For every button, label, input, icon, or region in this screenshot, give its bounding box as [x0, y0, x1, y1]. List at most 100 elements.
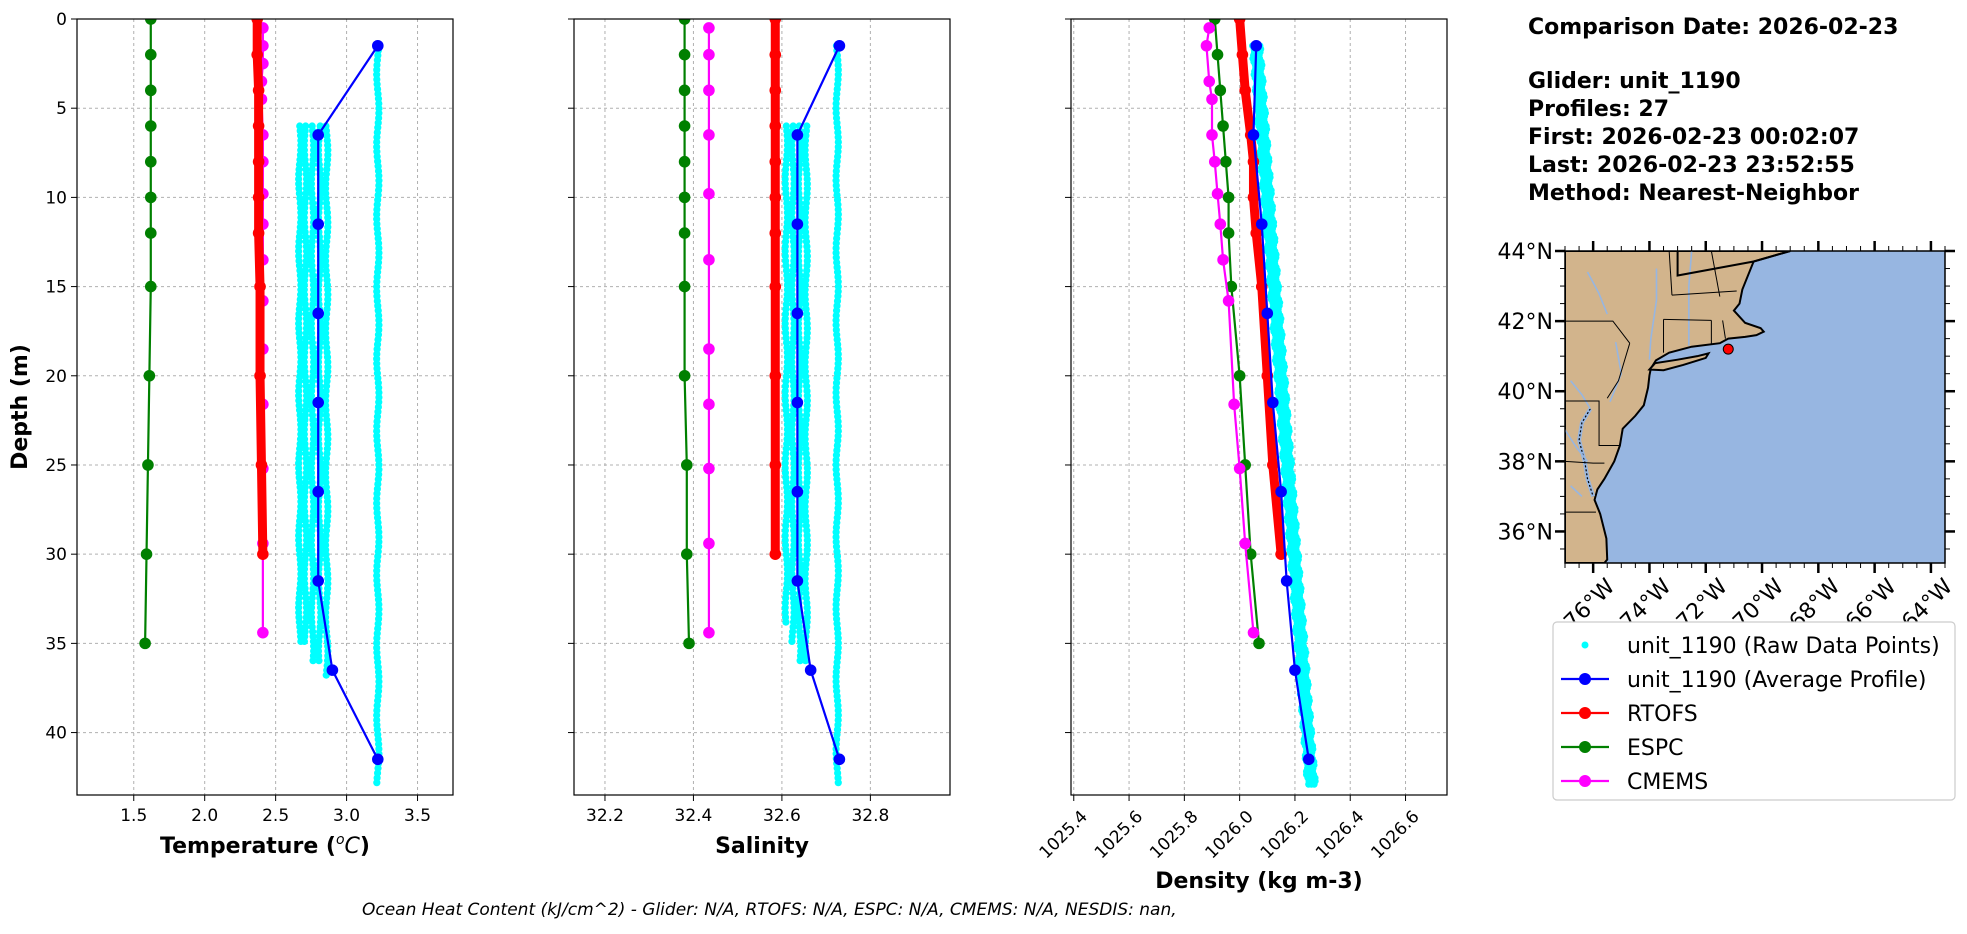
series-point	[791, 307, 804, 320]
series-point	[791, 396, 804, 409]
series-point	[1253, 637, 1265, 650]
raw-data-points	[295, 42, 383, 787]
series-point	[1220, 155, 1232, 168]
raw-point	[801, 657, 810, 665]
x-tick-label: 1026.4	[1312, 807, 1368, 863]
series-point	[678, 369, 691, 382]
series-line	[144, 19, 152, 645]
profile-panel-3: 1025.4 1025.6 1025.8 1026.0 1026.2 1026.4 1026…	[1036, 18, 1448, 894]
raw-point	[834, 779, 842, 787]
series-line	[1213, 19, 1261, 645]
river	[1688, 251, 1693, 346]
x-tick-label: 32.6	[763, 806, 801, 826]
series-point	[703, 398, 715, 411]
series-point	[1228, 398, 1240, 411]
series-point	[1200, 39, 1213, 52]
series-point	[144, 155, 157, 168]
raw-point	[788, 637, 796, 646]
profile-count: Profiles: 27	[1528, 97, 1670, 122]
series-point	[1289, 664, 1301, 676]
y-tick-label: 0	[56, 10, 67, 30]
series-point	[144, 84, 157, 97]
series-point	[144, 227, 157, 239]
series-point	[1217, 120, 1229, 132]
profile-panel-1: 1.5 2.0 2.5 3.0 3.5 0 5 10 15 20 25 30 35 40 Temperatu…	[8, 10, 454, 859]
state-border	[1663, 318, 1712, 321]
series-point	[769, 19, 782, 25]
series-point	[1244, 548, 1257, 560]
legend-label: ESPC	[1627, 736, 1684, 761]
last-profile-time: Last: 2026-02-23 23:52:55	[1528, 153, 1855, 178]
legend-entry: ESPC	[1561, 736, 1684, 761]
raw-data-points	[1249, 42, 1319, 788]
series-point	[144, 19, 157, 25]
series-point	[1208, 155, 1221, 168]
x-tick-label: 2.0	[191, 806, 218, 826]
plot-area	[1200, 19, 1319, 788]
series-point	[251, 19, 263, 25]
x-tick-label: 1.5	[120, 806, 147, 826]
series-point	[251, 48, 263, 61]
series-point	[254, 280, 266, 293]
series-point	[1267, 396, 1279, 409]
series-point	[703, 537, 715, 550]
series-point	[144, 280, 157, 293]
legend-entry: unit_1190 (Raw Data Points)	[1581, 634, 1940, 659]
series-point	[254, 369, 266, 382]
axes-frame	[573, 18, 951, 796]
river	[1570, 380, 1592, 410]
x-tick-label: 2.5	[262, 806, 289, 826]
legend-entry: unit_1190 (Average Profile)	[1561, 668, 1927, 693]
series-point	[312, 129, 325, 141]
series-point	[703, 626, 715, 639]
state-border	[1722, 320, 1726, 339]
series-espc	[678, 19, 695, 650]
series-point	[678, 227, 691, 239]
series-point	[703, 48, 715, 61]
raw-point	[782, 618, 790, 626]
glider-location-marker	[1722, 343, 1734, 355]
legend-entry: RTOFS	[1561, 702, 1698, 727]
series-point	[678, 84, 691, 97]
river	[1586, 271, 1608, 315]
series-point	[1267, 459, 1279, 471]
legend-label: CMEMS	[1627, 770, 1708, 795]
series-point	[144, 191, 157, 204]
profile-panels: 1.5 2.0 2.5 3.0 3.5 0 5 10 15 20 25 30 35 40 Temperatu…	[8, 10, 1448, 894]
series-point	[678, 280, 691, 293]
series-point	[703, 343, 715, 355]
y-tick-label: 5	[56, 99, 67, 119]
location-map: 36°N38°N40°N42°N44°N76°W74°W72°W70°W68°W…	[1498, 240, 1959, 635]
map-lat-label: 40°N	[1498, 380, 1553, 405]
series-point	[1211, 48, 1224, 61]
x-axis-label: Density (kg m-3)	[1155, 869, 1363, 894]
raw-point	[796, 657, 804, 665]
series-point	[769, 191, 782, 204]
series-point	[791, 575, 804, 587]
series-point	[1247, 155, 1260, 168]
series-point	[769, 48, 782, 61]
series-point	[791, 485, 804, 498]
river	[1565, 429, 1589, 462]
river	[1609, 342, 1623, 403]
coastline	[1676, 251, 1791, 277]
series-point	[326, 664, 339, 676]
series-point	[1211, 188, 1224, 200]
state-border	[1565, 400, 1620, 447]
map-lat-label: 42°N	[1498, 310, 1553, 335]
series-point	[1247, 626, 1260, 639]
long-island	[1647, 351, 1711, 372]
legend: unit_1190 (Raw Data Points) unit_1190 (Av…	[1552, 621, 1956, 801]
grid-lines	[574, 18, 950, 795]
axes-frame	[76, 18, 454, 796]
series-point	[255, 459, 268, 471]
series-point	[703, 188, 715, 200]
legend-marker	[1579, 673, 1591, 685]
series-point	[1250, 39, 1263, 52]
map-lat-label: 36°N	[1498, 520, 1553, 545]
x-tick-label: 32.8	[851, 806, 889, 826]
series-point	[1255, 218, 1268, 230]
series-line	[683, 19, 691, 645]
state-border	[1668, 251, 1673, 296]
series-point	[1225, 280, 1238, 293]
